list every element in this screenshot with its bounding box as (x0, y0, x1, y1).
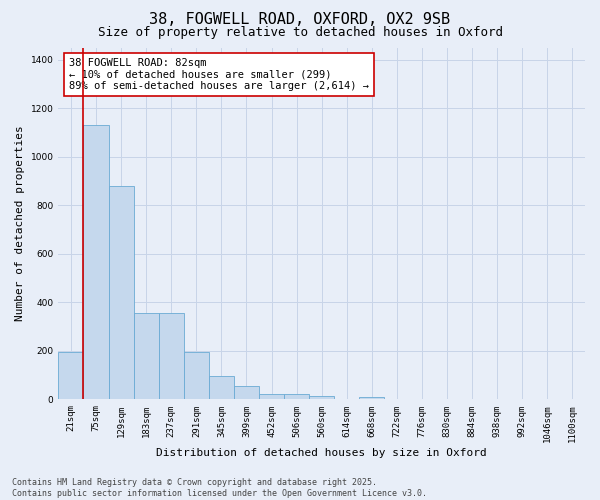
Bar (234, 386, 259, 400)
Text: 38 FOGWELL ROAD: 82sqm
← 10% of detached houses are smaller (299)
89% of semi-de: 38 FOGWELL ROAD: 82sqm ← 10% of detached… (69, 58, 369, 92)
X-axis label: Distribution of detached houses by size in Oxford: Distribution of detached houses by size … (157, 448, 487, 458)
Bar (184, 352, 209, 400)
Bar (58, 352, 83, 400)
Bar (134, 314, 159, 400)
Bar (209, 376, 234, 400)
Bar (359, 396, 385, 400)
Bar (109, 186, 134, 400)
Bar (159, 314, 184, 400)
Y-axis label: Number of detached properties: Number of detached properties (15, 126, 25, 322)
Bar (309, 396, 334, 400)
Bar (83, 125, 109, 400)
Text: Contains HM Land Registry data © Crown copyright and database right 2025.
Contai: Contains HM Land Registry data © Crown c… (12, 478, 427, 498)
Text: 38, FOGWELL ROAD, OXFORD, OX2 9SB: 38, FOGWELL ROAD, OXFORD, OX2 9SB (149, 12, 451, 28)
Text: Size of property relative to detached houses in Oxford: Size of property relative to detached ho… (97, 26, 503, 39)
Bar (259, 394, 284, 400)
Bar (284, 394, 309, 400)
